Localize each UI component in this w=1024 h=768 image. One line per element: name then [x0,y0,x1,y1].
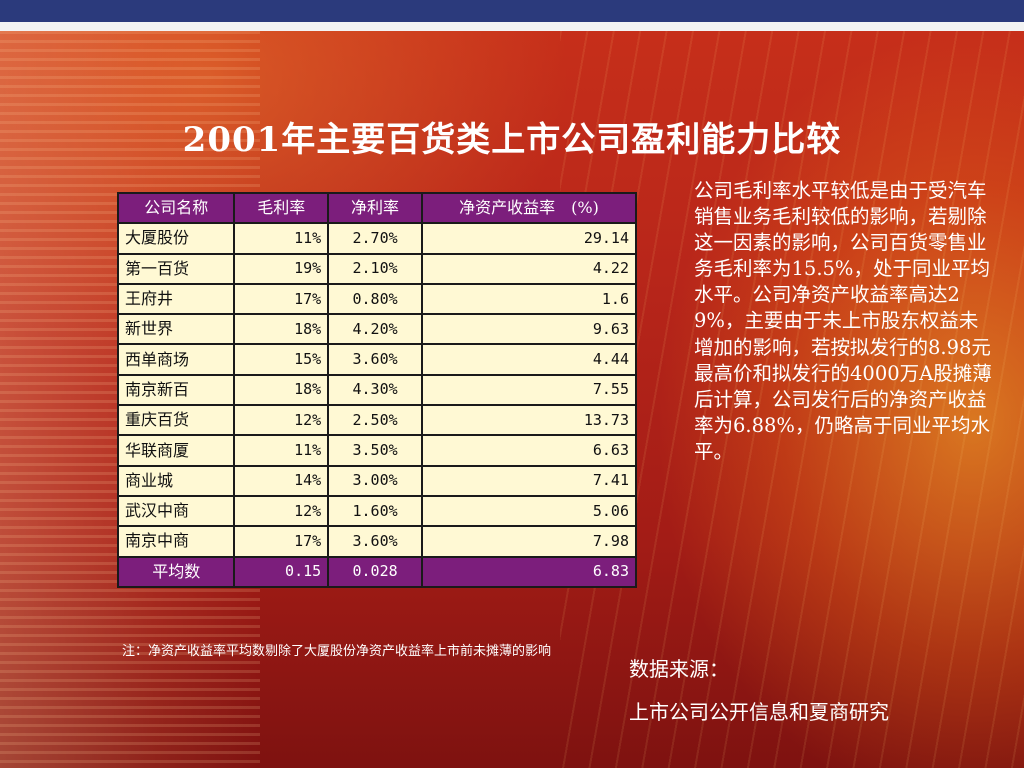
average-label-cell: 平均数 [116,555,236,588]
gross-margin-cell: 14% [233,464,330,497]
roe-cell: 13.73 [420,404,638,437]
roe-cell: 7.41 [420,464,638,497]
table-row: 大厦股份 11% 2.70% 29.14 [116,222,638,255]
table-row: 第一百货 19% 2.10% 4.22 [116,252,638,285]
column-header-roe: 净资产收益率 (%) [420,191,638,225]
roe-cell: 7.55 [420,373,638,407]
company-name-cell: 西单商场 [116,343,236,376]
table-row: 武汉中商 12% 1.60% 5.06 [116,494,638,528]
table-row: 商业城 14% 3.00% 7.41 [116,464,638,497]
net-margin-cell: 4.20% [327,313,423,346]
top-banner-stripe [0,22,1024,31]
table-footnote: 注：净资产收益率平均数剔除了大厦股份净资产收益率上市前未摊薄的影响 [122,644,552,659]
company-name-cell: 商业城 [116,464,236,497]
table-row: 南京中商 17% 3.60% 7.98 [116,525,638,558]
analysis-commentary: 公司毛利率水平较低是由于受汽车销售业务毛利较低的影响，若剔除这一因素的影响，公司… [694,179,992,463]
average-gross-margin-cell: 0.15 [233,555,330,588]
table-row: 新世界 18% 4.20% 9.63 [116,313,638,346]
company-name-cell: 王府井 [116,282,236,316]
table-row: 王府井 17% 0.80% 1.6 [116,282,638,316]
net-margin-cell: 3.50% [327,434,423,467]
net-margin-cell: 3.60% [327,525,423,558]
roe-cell: 4.44 [420,343,638,376]
column-header-net-margin: 净利率 [327,191,423,225]
roe-cell: 5.06 [420,494,638,528]
gross-margin-cell: 12% [233,404,330,437]
slide-title: 2001年主要百货类上市公司盈利能力比较 [182,120,842,160]
gross-margin-cell: 19% [233,252,330,285]
roe-cell: 4.22 [420,252,638,285]
gross-margin-cell: 11% [233,222,330,255]
company-name-cell: 华联商厦 [116,434,236,467]
data-source-value: 上市公司公开信息和夏商研究 [629,700,889,724]
company-name-cell: 南京新百 [116,373,236,407]
roe-cell: 1.6 [420,282,638,316]
table-row: 重庆百货 12% 2.50% 13.73 [116,404,638,437]
net-margin-cell: 2.10% [327,252,423,285]
average-roe-cell: 6.83 [420,555,638,588]
roe-cell: 9.63 [420,313,638,346]
net-margin-cell: 4.30% [327,373,423,407]
company-name-cell: 重庆百货 [116,404,236,437]
roe-cell: 7.98 [420,525,638,558]
table-average-row: 平均数 0.15 0.028 6.83 [116,555,638,588]
roe-cell: 6.63 [420,434,638,467]
gross-margin-cell: 18% [233,313,330,346]
net-margin-cell: 0.80% [327,282,423,316]
table-row: 西单商场 15% 3.60% 4.44 [116,343,638,376]
table-row: 华联商厦 11% 3.50% 6.63 [116,434,638,467]
gross-margin-cell: 17% [233,525,330,558]
net-margin-cell: 1.60% [327,494,423,528]
company-name-cell: 武汉中商 [116,494,236,528]
roe-cell: 29.14 [420,222,638,255]
table-row: 南京新百 18% 4.30% 7.55 [116,373,638,407]
net-margin-cell: 3.60% [327,343,423,376]
net-margin-cell: 2.50% [327,404,423,437]
company-name-cell: 新世界 [116,313,236,346]
table-header-row: 公司名称 毛利率 净利率 净资产收益率 (%) [116,191,638,225]
gross-margin-cell: 12% [233,494,330,528]
data-source: 数据来源： 上市公司公开信息和夏商研究 [629,656,1009,725]
profitability-table: 公司名称 毛利率 净利率 净资产收益率 (%) 大厦股份 11% 2.70% 2… [116,191,638,588]
company-name-cell: 大厦股份 [116,222,236,255]
top-banner-bar [0,0,1024,22]
gross-margin-cell: 18% [233,373,330,407]
company-name-cell: 第一百货 [116,252,236,285]
net-margin-cell: 2.70% [327,222,423,255]
data-source-label: 数据来源： [629,657,729,681]
gross-margin-cell: 11% [233,434,330,467]
column-header-gross-margin: 毛利率 [233,191,330,225]
column-header-company: 公司名称 [116,191,236,225]
average-net-margin-cell: 0.028 [327,555,423,588]
company-name-cell: 南京中商 [116,525,236,558]
net-margin-cell: 3.00% [327,464,423,497]
gross-margin-cell: 17% [233,282,330,316]
gross-margin-cell: 15% [233,343,330,376]
